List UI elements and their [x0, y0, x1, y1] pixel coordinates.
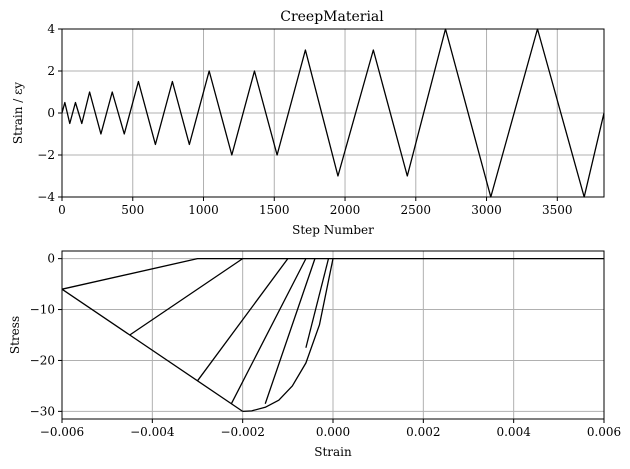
bottom-series-line-3: [61, 257, 333, 290]
x-tick-label: 500: [121, 203, 144, 217]
x-tick-label: 1500: [259, 203, 290, 217]
y-tick-label: 0: [47, 106, 55, 120]
x-tick-label: 0.000: [316, 425, 350, 439]
chart-title: CreepMaterial: [280, 9, 384, 25]
bottom-series-line-8: [305, 258, 330, 348]
x-tick-label: 2500: [401, 203, 432, 217]
y-tick-label: 0: [47, 252, 55, 266]
bottom-series-line-0: [61, 288, 244, 412]
bottom-series-line-5: [196, 258, 289, 382]
x-tick-label: 0: [58, 203, 66, 217]
x-tick-label: 0.006: [587, 425, 621, 439]
x-axis-label-top: Step Number: [292, 223, 374, 237]
y-tick-label: −2: [37, 148, 55, 162]
x-tick-label: 3000: [471, 203, 502, 217]
x-tick-label: 3500: [542, 203, 573, 217]
y-tick-label: 4: [47, 22, 55, 36]
x-tick-label: 0.004: [496, 425, 531, 439]
y-tick-label: −30: [30, 404, 55, 418]
y-axis-label-top: Strain / εy: [11, 82, 25, 144]
strain-history-plot: CreepMaterial 0 500 1000 1500 2000 2500 3000 35…: [11, 9, 605, 237]
x-tick-label: 1000: [188, 203, 219, 217]
x-axis-label-bottom: Strain: [314, 445, 352, 459]
y-tick-label: −4: [37, 190, 55, 204]
y-tick-label: −10: [30, 303, 55, 317]
y-axis-label-bottom: Stress: [8, 316, 22, 354]
x-tick-label: 0.002: [406, 425, 440, 439]
top-series-line-0: [61, 28, 605, 198]
y-tick-label: −20: [30, 353, 55, 367]
stress-strain-plot: −0.006 −0.004 −0.002 0.000 0.002 0.004 0.006 −3…: [8, 250, 621, 459]
bottom-series-line-1: [242, 258, 334, 413]
x-tick-label: 2000: [330, 203, 361, 217]
x-tick-label: −0.006: [40, 425, 84, 439]
bottom-series-line-4: [129, 258, 244, 336]
bottom-series-line-6: [230, 258, 307, 405]
x-tick-label: −0.002: [220, 425, 264, 439]
x-tick-label: −0.004: [130, 425, 175, 439]
y-tick-label: 2: [47, 64, 55, 78]
bottom-series-line-7: [264, 258, 316, 404]
